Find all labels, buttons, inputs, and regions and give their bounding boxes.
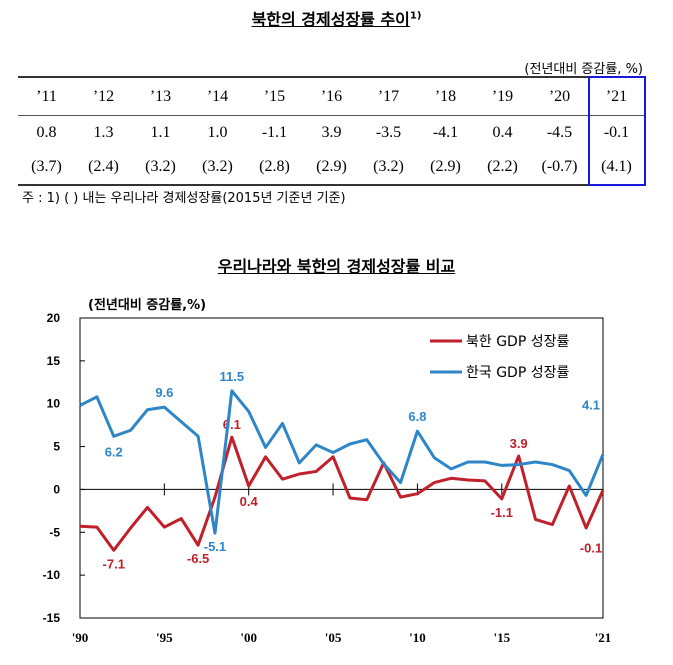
south-value: (3.2) [189,150,246,186]
north-value: 3.9 [321,124,342,141]
table-footnote: 주 : 1) ( ) 내는 우리나라 경제성장률(2015년 기준년 기준) [22,191,346,206]
y-tick-label: -10 [43,568,61,582]
north-value: 0.4 [492,124,513,141]
y-axis-label: (전년대비 증감률,%) [88,297,206,313]
data-label: 6.2 [105,444,123,459]
x-tick-label: '95 [156,630,173,645]
north-value: 0.8 [36,124,57,141]
south-value: (3.2) [360,150,417,186]
year-cell: ’12 [75,76,132,116]
data-label: -7.1 [103,556,125,571]
data-label: -0.1 [580,540,602,555]
year-cell: ’14 [189,76,246,116]
chart-title: 우리나라와 북한의 경제성장률 비교 [217,257,456,276]
south-value: (2.8) [246,150,303,186]
table-unit: (전년대비 증감률, %) [524,62,643,77]
north-value: -4.5 [546,124,573,141]
series-line-1 [79,389,605,535]
y-tick-label: 5 [53,440,60,454]
table-title: 북한의 경제성장률 추이1) [0,6,673,30]
data-label: -6.5 [187,551,209,566]
south-value: (-0.7) [531,150,588,186]
y-tick-label: 20 [47,311,61,325]
year-cell: ’13 [132,76,189,116]
north-value: 1.1 [150,124,171,141]
data-label: 11.5 [220,369,245,384]
south-value: (2.4) [75,150,132,186]
data-label: 4.1 [582,397,600,412]
title-footnote-mark: 1) [409,10,422,22]
south-value: (3.7) [18,150,75,186]
year-cell: ’11 [18,76,75,116]
y-tick-label: 10 [47,397,61,411]
north-value: -0.1 [603,124,630,141]
north-value: -4.1 [432,124,459,141]
legend-label: 북한 GDP 성장률 [466,334,569,350]
series-line-0 [79,435,605,552]
data-label: -5.1 [204,539,226,554]
x-tick-label: '10 [409,630,426,645]
y-tick-label: -15 [43,611,61,625]
south-value: (2.9) [303,150,360,186]
plot-frame [79,317,604,619]
growth-chart: (전년대비 증감률,%) 20 15 10 5 0 -5 -10 -15 '90 '95 '00 '05… [43,297,612,645]
data-label: 3.9 [510,436,528,451]
y-tick-label: 15 [47,354,61,368]
year-cell: ’15 [246,76,303,116]
year-cell: ’16 [303,76,360,116]
y-tick-label: -5 [49,525,60,539]
year-cell: ’19 [474,76,531,116]
south-value: (2.9) [417,150,474,186]
north-value: 1.0 [207,124,228,141]
x-tick-label: '00 [240,630,257,645]
data-label: 6.8 [408,409,426,424]
year-cell: ’20 [531,76,588,116]
south-value: (4.1) [588,150,645,186]
north-value: -1.1 [261,124,288,141]
north-value: 1.3 [93,124,114,141]
data-label: 6.1 [223,417,241,432]
x-tick-label: '90 [72,630,89,645]
table-title-text: 북한의 경제성장률 추이 [251,10,410,29]
year-cell: ’17 [360,76,417,116]
growth-table: ’11’12’13’14’15’16’17’18’19’20’21 0.8 1.3… [18,76,645,186]
south-value: (3.2) [132,150,189,186]
year-row: ’11’12’13’14’15’16’17’18’19’20’21 [18,76,645,116]
data-label: 9.6 [155,385,173,400]
data-label: 0.4 [240,494,259,509]
x-tick-label: '05 [325,630,342,645]
north-value: -3.5 [375,124,402,141]
year-cell: ’21 [588,76,645,116]
highlight-box-2021 [588,76,646,186]
y-tick-label: 0 [53,482,60,496]
south-row: (3.7) (2.4) (3.2) (3.2) (2.8) (2.9) (3.2) (2.9)… [18,150,645,186]
legend-label: 한국 GDP 성장률 [466,365,569,381]
x-tick-label: '15 [493,630,510,645]
year-cell: ’18 [417,76,474,116]
north-row: 0.8 1.3 1.1 1.0 -1.1 3.9 -3.5 -4.1 0.4 -4.5 -0.1 [18,116,645,151]
x-tick-label: '21 [595,630,612,645]
data-label: -1.1 [491,505,513,520]
south-value: (2.2) [474,150,531,186]
